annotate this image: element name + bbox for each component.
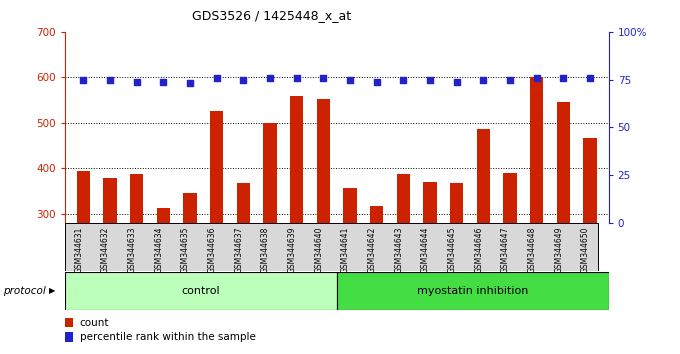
- Bar: [317, 99, 330, 223]
- Bar: [263, 123, 277, 223]
- Bar: [477, 129, 490, 223]
- Bar: [210, 110, 223, 223]
- Bar: [503, 173, 517, 223]
- Bar: [237, 183, 250, 223]
- Point: [291, 75, 302, 81]
- Point: [105, 77, 116, 82]
- Point: [531, 75, 542, 81]
- Text: ▶: ▶: [49, 286, 56, 296]
- Point: [131, 79, 142, 84]
- Bar: [156, 208, 170, 223]
- Text: GSM344634: GSM344634: [154, 227, 163, 273]
- Point: [184, 81, 195, 86]
- Text: GSM344639: GSM344639: [288, 227, 296, 273]
- Bar: [103, 178, 116, 223]
- Text: GSM344647: GSM344647: [501, 227, 510, 273]
- Point: [451, 79, 462, 84]
- Bar: [450, 183, 463, 223]
- Text: GSM344645: GSM344645: [447, 227, 456, 273]
- Bar: [337, 272, 609, 310]
- Point: [585, 75, 596, 81]
- Text: GSM344640: GSM344640: [314, 227, 323, 273]
- Bar: [396, 174, 410, 223]
- Point: [424, 77, 435, 82]
- Text: GSM344636: GSM344636: [207, 227, 217, 273]
- Text: count: count: [80, 318, 109, 328]
- Point: [78, 77, 88, 82]
- Text: GSM344648: GSM344648: [528, 227, 537, 273]
- Point: [558, 75, 568, 81]
- Point: [238, 77, 249, 82]
- Text: GSM344633: GSM344633: [128, 227, 137, 273]
- Text: GSM344632: GSM344632: [101, 227, 110, 273]
- Text: GSM344642: GSM344642: [368, 227, 377, 273]
- Point: [211, 75, 222, 81]
- Bar: [343, 188, 356, 223]
- Point: [505, 77, 515, 82]
- Point: [158, 79, 169, 84]
- Bar: [423, 182, 437, 223]
- Bar: [530, 78, 543, 223]
- Text: GDS3526 / 1425448_x_at: GDS3526 / 1425448_x_at: [192, 9, 352, 22]
- Text: GSM344649: GSM344649: [554, 227, 563, 273]
- Bar: [65, 272, 337, 310]
- Text: GSM344637: GSM344637: [235, 227, 243, 273]
- Text: GSM344638: GSM344638: [261, 227, 270, 273]
- Text: GSM344646: GSM344646: [474, 227, 483, 273]
- Point: [345, 77, 356, 82]
- Point: [318, 75, 328, 81]
- Text: GSM344643: GSM344643: [394, 227, 403, 273]
- Bar: [184, 193, 197, 223]
- Text: GSM344631: GSM344631: [74, 227, 83, 273]
- Text: GSM344650: GSM344650: [581, 227, 590, 273]
- Text: GSM344641: GSM344641: [341, 227, 350, 273]
- Text: control: control: [182, 286, 220, 296]
- Point: [478, 77, 489, 82]
- Point: [371, 79, 382, 84]
- Text: GSM344635: GSM344635: [181, 227, 190, 273]
- Bar: [583, 138, 596, 223]
- Bar: [77, 171, 90, 223]
- Text: protocol: protocol: [3, 286, 46, 296]
- Bar: [130, 174, 143, 223]
- Text: myostatin inhibition: myostatin inhibition: [417, 286, 528, 296]
- Point: [265, 75, 275, 81]
- Bar: [290, 97, 303, 223]
- Bar: [557, 102, 570, 223]
- Text: percentile rank within the sample: percentile rank within the sample: [80, 332, 256, 342]
- Point: [398, 77, 409, 82]
- Text: GSM344644: GSM344644: [421, 227, 430, 273]
- Bar: [370, 206, 384, 223]
